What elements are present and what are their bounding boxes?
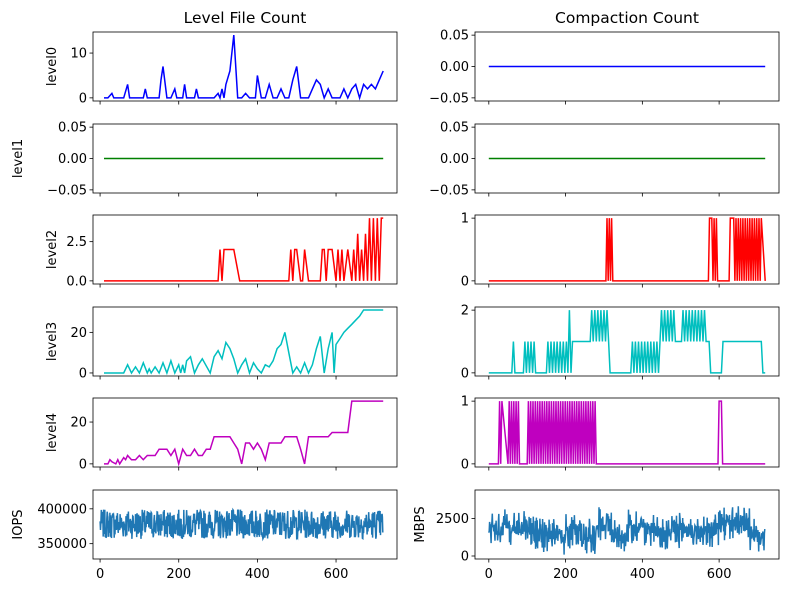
series-line [104,400,384,467]
y-tick-label: 2.5 [66,235,87,250]
y-axis-label: level3 [45,322,60,361]
y-tick-label: 0 [461,366,469,381]
y-tick-label: 0.05 [440,29,469,44]
series-line [104,217,384,282]
axes-frame [474,397,780,468]
axes-frame [474,214,780,285]
subplot-8: 0 20 level4 [45,397,398,472]
y-axis-label: level4 [45,413,60,452]
y-tick-label: 0.05 [58,121,87,136]
subplot-5: 01 [461,212,780,289]
axes-frame [474,306,780,377]
y-tick-label: 0 [461,274,469,289]
subplot-title: Level File Count [184,9,307,27]
y-axis-label: level0 [45,47,60,86]
series-line [488,400,766,465]
subplot-6: 0 20 level3 [45,306,398,381]
y-axis-label: IOPS [11,509,26,539]
y-tick-label: −0.05 [429,183,469,198]
series-line [488,217,766,282]
y-tick-label: 1 [461,395,469,410]
y-tick-label: 400000 [37,502,87,517]
x-tick-label: 200 [553,567,578,582]
y-tick-label: 0 [461,550,469,565]
subplot-10: 350000 400000 0 200 400 600 IOPS [11,489,398,582]
y-tick-label: 10 [70,47,87,62]
x-tick-label: 400 [630,567,655,582]
series-line [104,309,384,376]
y-axis-label: level2 [45,230,60,269]
y-tick-label: 0.0 [66,274,87,289]
y-tick-label: 2 [461,304,469,319]
series-line [99,507,384,542]
y-axis-label: level1 [11,139,26,178]
y-tick-label: 0 [79,366,87,381]
y-tick-label: 1 [461,212,469,227]
y-tick-label: −0.05 [429,91,469,106]
y-tick-label: 0.05 [440,121,469,136]
x-tick-label: 600 [707,567,732,582]
series-line [488,506,766,555]
y-tick-label: 20 [70,326,87,341]
subplot-0: 0 10 Level File Count level0 [45,9,398,106]
axes-frame [474,489,780,560]
subplot-11: 0 2500 0 200 400 600 MBPS [413,489,780,582]
x-tick-label: 600 [324,567,349,582]
subplot-title: Compaction Count [555,9,699,27]
y-tick-label: −0.05 [47,183,87,198]
subplot-4: 0.0 2.5 level2 [45,214,398,289]
axes-frame [92,397,398,468]
x-tick-label: 400 [245,567,270,582]
y-tick-label: 0 [79,457,87,472]
y-tick-label: 0.00 [58,152,87,167]
y-tick-label: 2500 [436,512,469,527]
y-tick-label: 0 [461,457,469,472]
axes-frame [92,31,398,102]
x-tick-label: 0 [96,567,104,582]
axes-frame [92,214,398,285]
series-line [488,310,766,374]
axes-frame [92,306,398,377]
subplot-1: −0.05 0.00 0.05 Compaction Count [429,9,780,106]
axes-frame [92,489,398,560]
x-tick-label: 0 [485,567,493,582]
y-tick-label: 0 [79,91,87,106]
x-tick-label: 200 [166,567,191,582]
y-tick-label: 350000 [37,537,87,552]
subplot-7: 02 [461,304,780,381]
subplot-3: −0.05 0.00 0.05 [429,121,780,198]
series-line [104,35,384,101]
subplot-2: −0.05 0.00 0.05 level1 [11,121,398,198]
y-tick-label: 20 [70,416,87,431]
y-axis-label: MBPS [413,506,428,542]
y-tick-label: 0.00 [440,152,469,167]
y-tick-label: 0.00 [440,60,469,75]
subplot-9: 01 [461,395,780,472]
